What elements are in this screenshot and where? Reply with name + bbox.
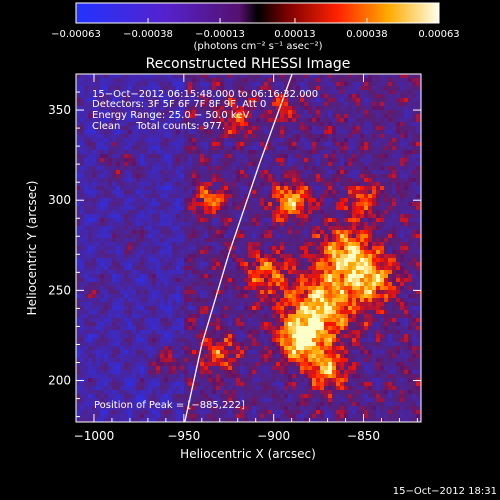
x-tick-label: −950 [167, 429, 200, 443]
y-tick-label: 250 [48, 283, 71, 297]
annotation-energy: Energy Range: 25.0 − 50.0 keV [92, 110, 249, 121]
x-tick-label: −900 [257, 429, 290, 443]
x-tick-label: −1000 [74, 429, 115, 443]
axis-ticks: −1000 −950 −900 −850 200 250 300 350 [48, 73, 421, 443]
y-tick-label: 300 [48, 193, 71, 207]
annotation-detectors: Detectors: 3F 5F 6F 7F 8F 9F, Att 0 [92, 99, 266, 110]
colorbar-tick-label: −0.00038 [123, 29, 173, 40]
colorbar-tick-label: 0.00038 [346, 29, 387, 40]
colorbar-tick-label: −0.00013 [195, 29, 245, 40]
colorbar-tick-label: −0.00063 [51, 29, 101, 40]
heatmap-image [76, 74, 421, 422]
y-tick-label: 200 [48, 374, 71, 388]
colorbar-tick-label: 0.00013 [274, 29, 315, 40]
chart-title: Reconstructed RHESSI Image [146, 56, 351, 72]
y-axis-label: Heliocentric Y (arcsec) [25, 181, 39, 316]
solar-limb-line [184, 74, 293, 422]
y-tick-label: 350 [48, 103, 71, 117]
colorbar-units: (photons cm⁻² s⁻¹ asec⁻²) [193, 41, 322, 52]
annotation-clean: Clean Total counts: 977. [92, 121, 225, 132]
colorbar-frame [75, 2, 440, 24]
plot-frame [75, 73, 422, 423]
colorbar [76, 3, 439, 23]
x-tick-label: −850 [347, 429, 380, 443]
annotation-peak: Position of Peak = [−885,222] [94, 400, 245, 411]
annotation-time-range: 15−Oct−2012 06:15:48.000 to 06:16:32.000 [92, 89, 318, 100]
colorbar-tick-label: 0.00063 [418, 29, 459, 40]
colorbar-ticks: −0.00063 −0.00038 −0.00013 0.00013 0.00038 0.… [51, 18, 460, 40]
footer-timestamp: 15−Oct−2012 18:31 [393, 486, 497, 497]
x-axis-label: Heliocentric X (arcsec) [180, 447, 316, 461]
